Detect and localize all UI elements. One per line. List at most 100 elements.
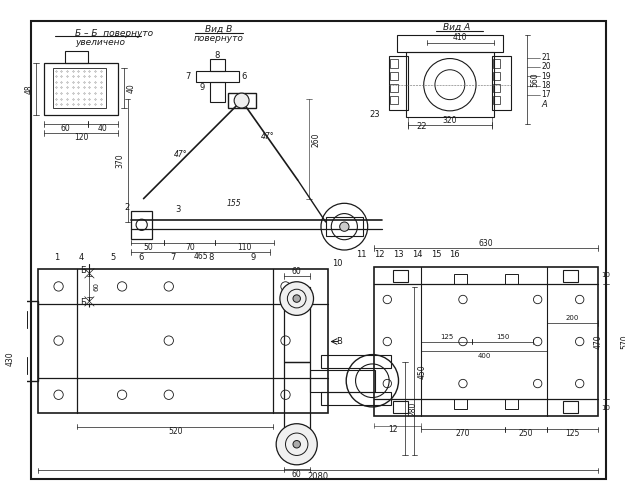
Text: 400: 400 (478, 352, 491, 358)
Text: 10: 10 (332, 258, 343, 268)
Text: Б: Б (80, 298, 86, 307)
Bar (393, 270, 408, 282)
Text: 150: 150 (496, 334, 509, 340)
Bar (374, 267, 598, 416)
Bar (38, 268, 328, 414)
Text: В: В (336, 337, 342, 346)
Circle shape (293, 295, 301, 302)
Text: 730: 730 (0, 334, 2, 348)
Text: Б – Б  повернуто: Б – Б повернуто (76, 29, 154, 38)
Text: 250: 250 (519, 430, 533, 438)
Text: 260: 260 (312, 132, 321, 147)
Text: 4: 4 (78, 253, 84, 262)
Bar (390, 96, 398, 104)
Bar (196, 70, 239, 82)
Bar (563, 270, 578, 282)
Bar (18, 358, 27, 374)
Bar (493, 60, 500, 68)
Text: 1: 1 (54, 253, 59, 262)
Text: 18: 18 (541, 81, 551, 90)
Bar (493, 84, 500, 92)
Bar (390, 84, 398, 92)
Text: 125: 125 (566, 430, 580, 438)
Text: 560: 560 (531, 72, 539, 87)
Text: 470: 470 (594, 334, 603, 349)
Text: 15: 15 (431, 250, 441, 259)
Text: 7: 7 (171, 253, 176, 262)
Text: 23: 23 (370, 110, 381, 119)
Text: увеличено: увеличено (76, 38, 126, 47)
Bar (321, 392, 391, 405)
Text: 70: 70 (185, 242, 194, 252)
Text: 47°: 47° (174, 150, 188, 159)
Text: 120: 120 (74, 134, 88, 142)
Text: 6: 6 (242, 72, 247, 81)
Text: 155: 155 (227, 199, 241, 208)
Text: 630: 630 (479, 239, 494, 248)
Text: 2: 2 (124, 204, 129, 212)
Bar (397, 35, 503, 52)
Text: 60: 60 (61, 124, 71, 133)
Text: Вид В: Вид В (204, 25, 232, 34)
Text: 9: 9 (250, 253, 256, 262)
Text: 19: 19 (541, 72, 551, 81)
Text: A: A (541, 100, 547, 109)
Text: 16: 16 (449, 250, 460, 259)
Circle shape (280, 282, 314, 316)
Bar (210, 82, 225, 102)
Text: 11: 11 (356, 250, 366, 259)
Bar (44, 63, 118, 114)
Bar (18, 310, 27, 328)
Text: 60: 60 (292, 267, 302, 276)
Text: 430: 430 (6, 352, 14, 366)
Text: 280: 280 (408, 402, 417, 416)
Text: 8: 8 (214, 51, 220, 60)
Text: 22: 22 (417, 122, 427, 131)
Text: 12: 12 (374, 250, 385, 259)
Text: 6: 6 (138, 253, 143, 262)
Bar (393, 402, 408, 413)
Text: 9: 9 (200, 83, 205, 92)
Bar (390, 60, 398, 68)
Bar (321, 354, 391, 368)
Bar (406, 52, 494, 118)
Text: 21: 21 (541, 53, 551, 62)
Text: 40: 40 (127, 83, 136, 93)
Bar (18, 302, 38, 380)
Bar (492, 56, 511, 110)
Text: 110: 110 (238, 242, 252, 252)
Bar (493, 72, 500, 80)
Circle shape (276, 424, 318, 465)
Bar (284, 288, 310, 362)
Bar (284, 362, 310, 446)
Circle shape (339, 222, 349, 232)
Bar (454, 400, 467, 409)
Text: повернуто: повернуто (193, 34, 243, 43)
Text: 465: 465 (193, 252, 208, 261)
Text: Вид А: Вид А (442, 23, 470, 32)
Bar (53, 68, 106, 108)
Text: 48: 48 (24, 84, 33, 94)
Circle shape (293, 440, 301, 448)
Text: Б: Б (80, 266, 86, 275)
Text: 570: 570 (620, 334, 625, 349)
Bar (131, 211, 152, 239)
Text: 50: 50 (143, 242, 152, 252)
Bar (563, 402, 578, 413)
Text: 8: 8 (208, 253, 214, 262)
Bar (65, 51, 89, 63)
Text: 60: 60 (94, 282, 100, 291)
Text: 60: 60 (292, 470, 302, 478)
Bar (505, 274, 518, 283)
Bar (505, 400, 518, 409)
Text: 10: 10 (601, 405, 610, 411)
Text: 410: 410 (453, 34, 468, 42)
Text: 370: 370 (116, 153, 125, 168)
Text: 17: 17 (541, 90, 551, 100)
Text: 3: 3 (176, 206, 181, 214)
Text: 520: 520 (168, 426, 182, 436)
Text: 320: 320 (442, 116, 457, 124)
Bar (326, 218, 363, 236)
Text: 10: 10 (601, 272, 610, 278)
Text: 5: 5 (110, 253, 116, 262)
